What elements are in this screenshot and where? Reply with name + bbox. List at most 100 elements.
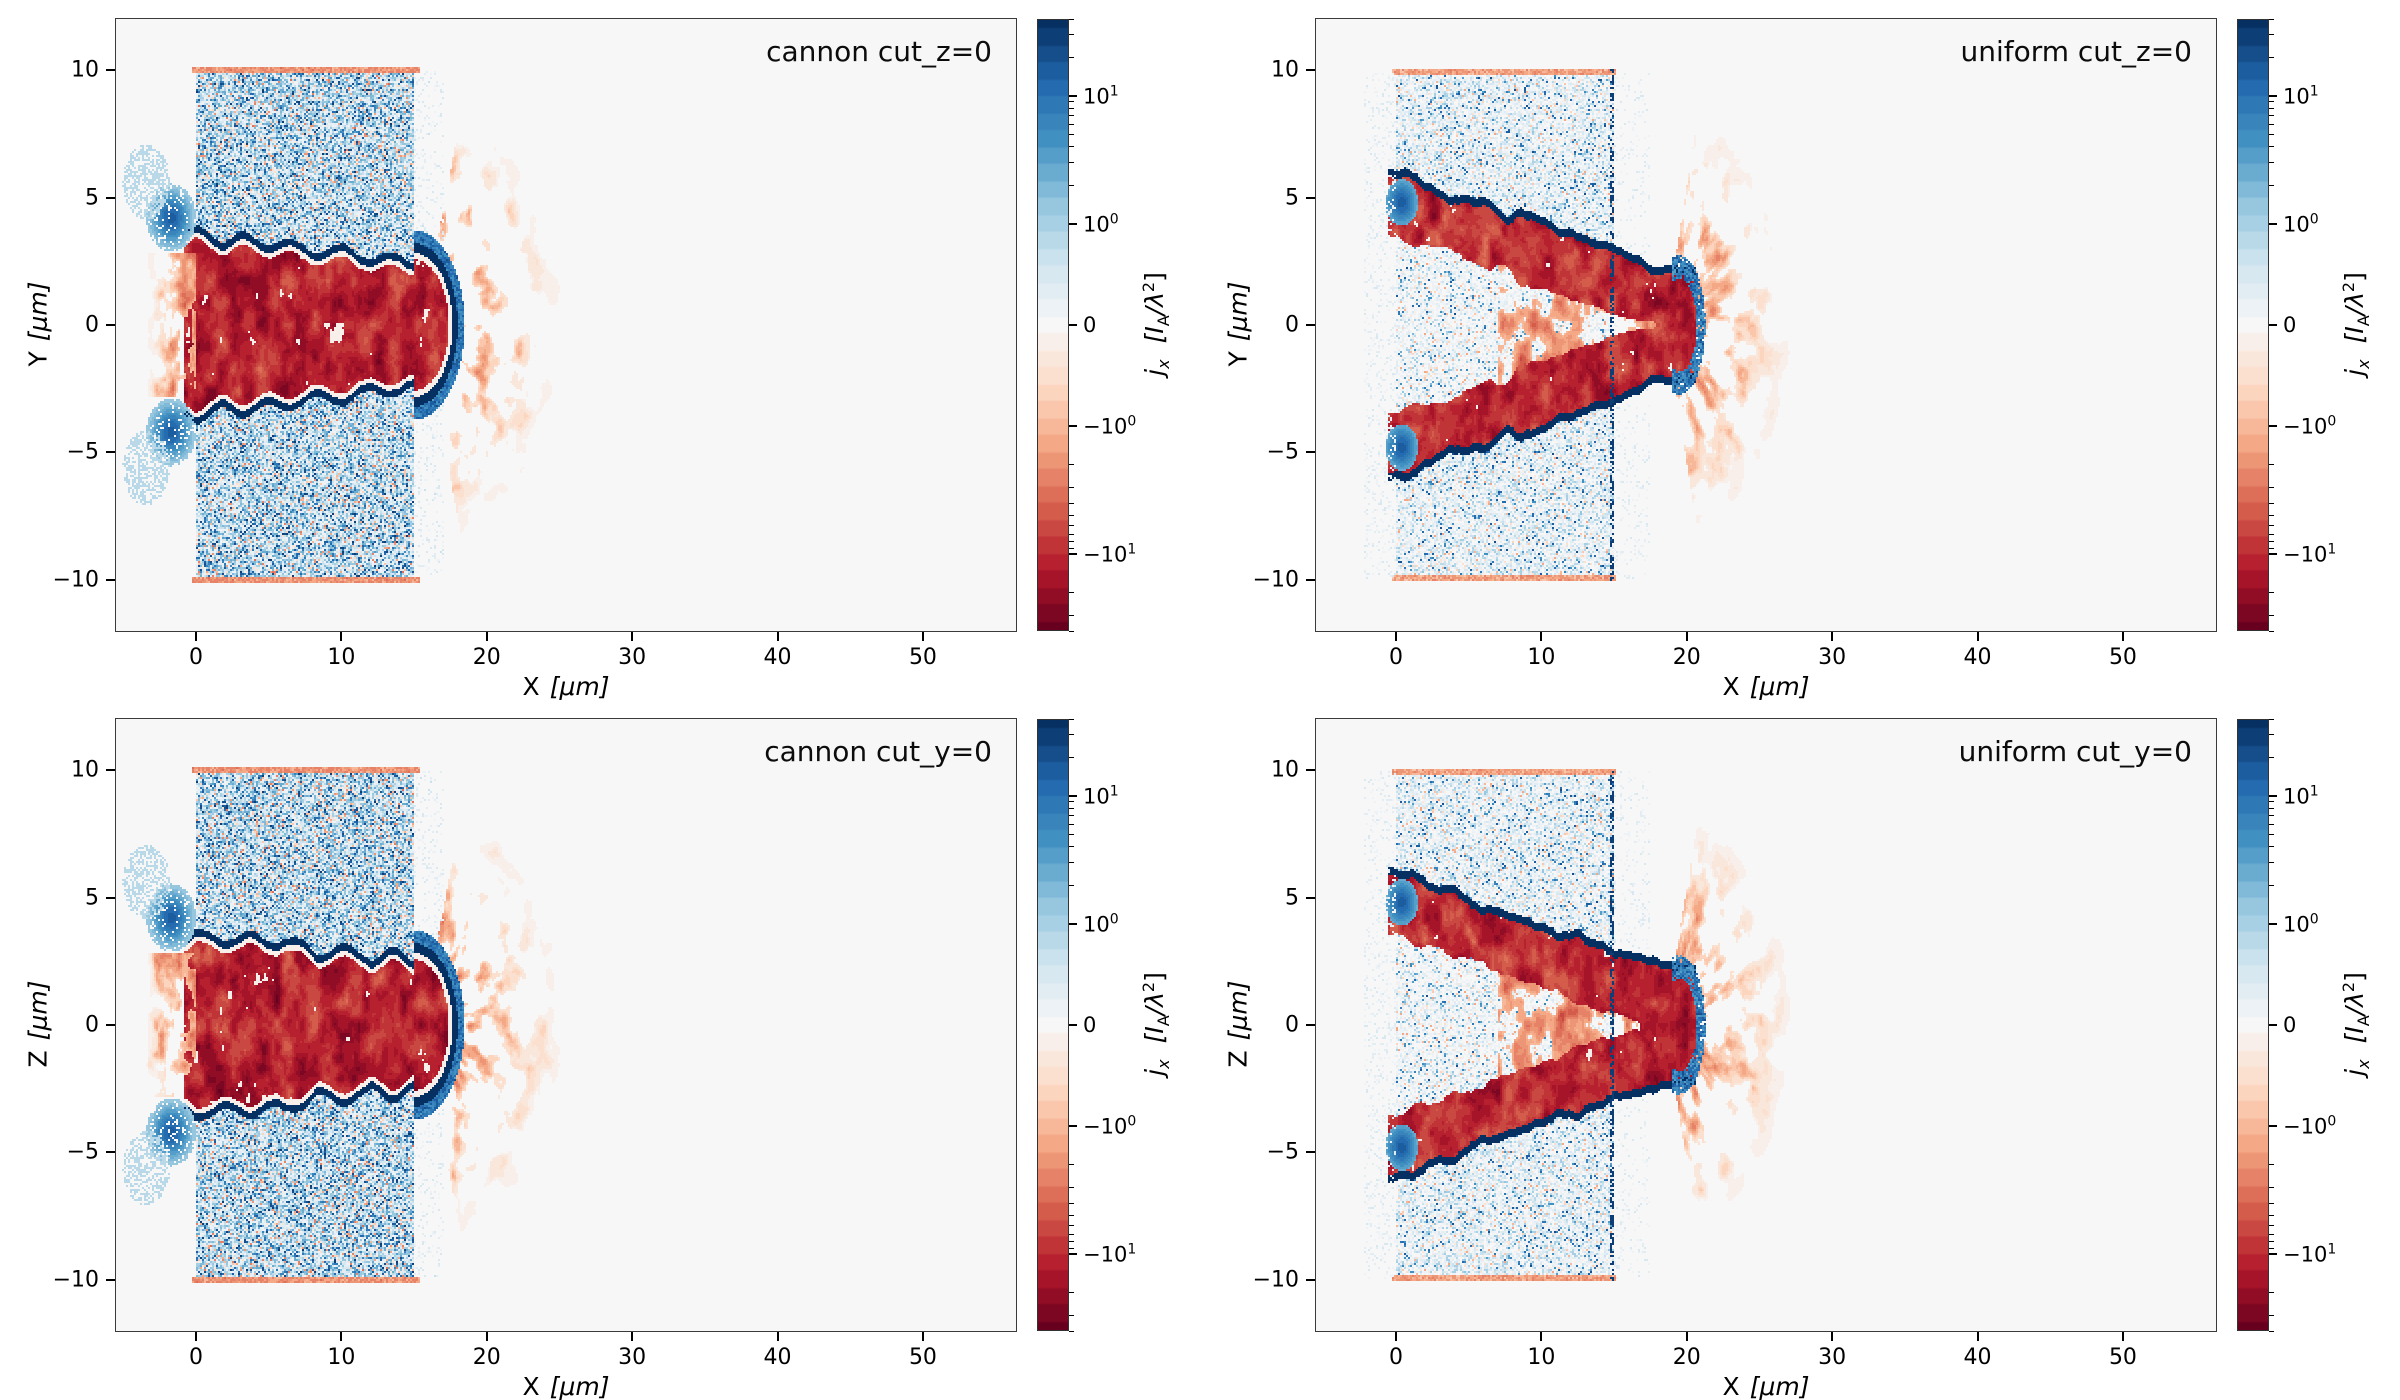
colorbar-minor-tick-mark — [1069, 533, 1074, 535]
colorbar-tick-exponent: 0 — [2327, 413, 2337, 430]
colorbar-tick-label: 0 — [2283, 313, 2297, 337]
heatmap-image — [116, 719, 1016, 1331]
x-axis-label-unit: [μm] — [549, 1372, 610, 1400]
colorbar-label-unit-pre: [I — [2340, 326, 2370, 344]
colorbar-minor-tick-mark — [2269, 1330, 2274, 1332]
x-tick-label: 40 — [763, 645, 792, 670]
y-tick-mark — [1306, 196, 1315, 199]
colorbar-minor-tick-mark — [1069, 614, 1074, 616]
x-tick-mark — [194, 1332, 197, 1341]
y-axis-ticks: 10 5 0 −5 −10 — [1250, 19, 1315, 631]
colorbar-tick-exponent: 1 — [1127, 541, 1137, 558]
colorbar-tick-mark — [2269, 1024, 2277, 1026]
colorbar-minor-tick-mark — [2269, 815, 2274, 817]
x-tick-label: 0 — [1388, 1345, 1403, 1370]
colorbar-minor-tick-mark — [2269, 862, 2274, 864]
colorbar-minor-tick-mark — [2269, 1233, 2274, 1235]
y-tick-mark — [1306, 896, 1315, 899]
colorbar-label-unit-sup: 2 — [2338, 981, 2358, 993]
y-tick-mark — [1306, 451, 1315, 454]
colorbar-minor-tick-mark — [2269, 1225, 2274, 1227]
colorbar-minor-tick-mark — [2269, 807, 2274, 809]
colorbar-minor-tick-mark — [1069, 1186, 1074, 1188]
y-axis-label: Z [μm] — [1224, 981, 1253, 1068]
y-axis-ticks: 10 5 0 −5 −10 — [1250, 719, 1315, 1331]
colorbar-minor-tick-mark — [2269, 547, 2274, 549]
y-axis-label-unit: [μm] — [23, 281, 53, 342]
colorbar-label-unit-mid: /λ — [2340, 992, 2370, 1016]
y-axis-label-unit: [μm] — [1223, 980, 1253, 1041]
plot-area: cannon cut_z=0 — [115, 18, 1017, 632]
x-tick-label: 0 — [188, 1345, 203, 1370]
colorbar-minor-tick-mark — [1069, 833, 1074, 835]
colorbar-minor-tick-mark — [1069, 184, 1074, 186]
colorbar-minor-tick-mark — [2269, 162, 2274, 164]
y-axis-label-name: Y — [1223, 351, 1253, 367]
heatmap-image — [1316, 719, 2216, 1331]
colorbar-minor-tick-mark — [2269, 1215, 2274, 1217]
colorbar-minor-tick-mark — [1069, 756, 1074, 758]
colorbar-tick-exponent: 0 — [1109, 911, 1119, 928]
x-tick-mark — [340, 632, 343, 641]
heatmap-image — [1316, 19, 2216, 631]
x-axis-label-name: X — [1722, 1372, 1740, 1400]
y-tick-mark — [106, 196, 115, 199]
colorbar — [2237, 19, 2269, 631]
colorbar-label-unit-sup: 2 — [2338, 281, 2358, 293]
x-tick-mark — [194, 632, 197, 641]
colorbar-minor-tick-mark — [1069, 162, 1074, 164]
colorbar-minor-tick-mark — [1069, 823, 1074, 825]
x-axis-label: X [μm] — [116, 1372, 1016, 1400]
colorbar-minor-tick-mark — [1069, 1215, 1074, 1217]
colorbar-minor-tick-mark — [2269, 123, 2274, 125]
colorbar-tick-mark — [1069, 923, 1077, 926]
x-tick-mark — [1685, 1332, 1688, 1341]
colorbar-minor-tick-mark — [2269, 846, 2274, 848]
y-axis-label: Y [μm] — [1224, 281, 1253, 366]
colorbar-tick-label: −101 — [1083, 541, 1137, 567]
x-tick-label: 50 — [908, 645, 937, 670]
colorbar-tick-exponent: 0 — [2309, 911, 2319, 928]
y-tick-label: 5 — [1285, 185, 1299, 210]
plot-area: cannon cut_y=0 — [115, 718, 1017, 1332]
colorbar-tick-mark — [1069, 1253, 1077, 1256]
x-tick-mark — [1831, 632, 1834, 641]
colorbar-tick-exponent: 0 — [1127, 1113, 1137, 1130]
x-axis-label: X [μm] — [1316, 1372, 2216, 1400]
y-tick-mark — [106, 1279, 115, 1281]
y-axis-label-name: Z — [23, 1050, 53, 1068]
y-tick-mark — [106, 579, 115, 581]
colorbar-tick-mark — [1069, 1024, 1077, 1026]
colorbar-minor-tick-mark — [1069, 1233, 1074, 1235]
colorbar-minor-tick-mark — [2269, 486, 2274, 488]
x-tick-mark — [1831, 1332, 1834, 1341]
colorbar-tick-exponent: 1 — [2309, 783, 2319, 800]
y-axis-label: Y [μm] — [24, 281, 53, 366]
colorbar-minor-tick-mark — [1069, 18, 1074, 20]
heatmap-image — [116, 19, 1016, 631]
x-axis-label-unit: [μm] — [1749, 1372, 1810, 1400]
colorbar-minor-tick-mark — [1069, 525, 1074, 527]
x-tick-label: 30 — [618, 645, 647, 670]
x-tick-mark — [485, 1332, 488, 1341]
colorbar-tick-label: 0 — [2283, 1013, 2297, 1037]
plot-area: uniform cut_z=0 — [1315, 18, 2217, 632]
colorbar-minor-tick-mark — [2269, 614, 2274, 616]
colorbar-tick-label: 100 — [1083, 911, 1119, 937]
y-tick-label: −10 — [52, 1267, 99, 1293]
x-tick-mark — [1976, 1332, 1979, 1341]
colorbar-minor-tick-mark — [2269, 1202, 2274, 1204]
colorbar-minor-tick-mark — [2269, 133, 2274, 135]
x-axis-ticks: 0 10 20 30 40 50 — [1316, 1332, 2216, 1378]
colorbar-tick-label: −100 — [1083, 413, 1137, 439]
colorbar-minor-tick-mark — [2269, 592, 2274, 594]
colorbar-minor-tick-mark — [2269, 734, 2274, 736]
x-axis-label-unit: [μm] — [1749, 672, 1810, 701]
y-tick-label: −5 — [1266, 439, 1299, 465]
x-axis-ticks: 0 10 20 30 40 50 — [116, 632, 1016, 678]
colorbar-minor-tick-mark — [2269, 56, 2274, 58]
x-axis-ticks: 0 10 20 30 40 50 — [116, 1332, 1016, 1378]
colorbar-label-unit-post: ] — [2340, 272, 2370, 282]
y-tick-mark — [1306, 68, 1315, 71]
